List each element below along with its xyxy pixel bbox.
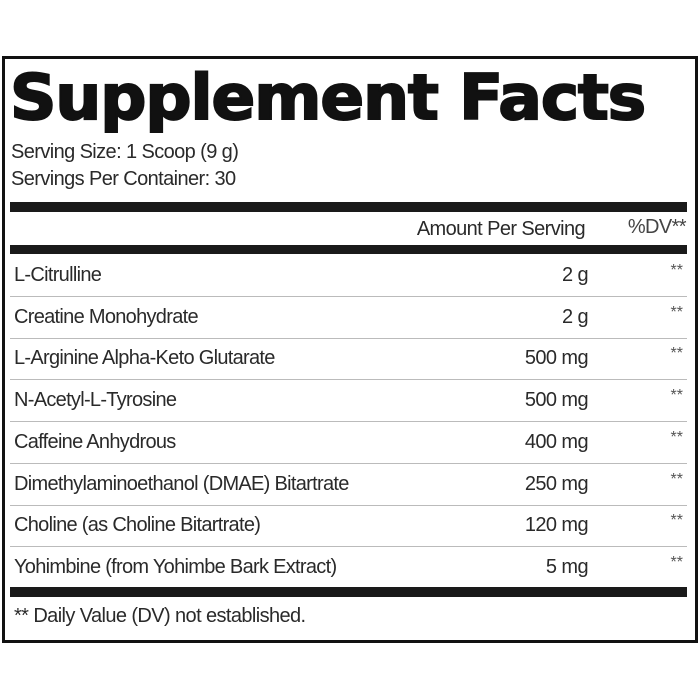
- divider-thick: [10, 202, 687, 212]
- panel-title: Supplement Facts: [9, 61, 647, 134]
- ingredient-row: Creatine Monohydrate 2 g **: [10, 296, 687, 339]
- ingredient-amount: 250 mg: [524, 472, 589, 495]
- ingredient-row: L-Arginine Alpha-Keto Glutarate 500 mg **: [10, 337, 687, 381]
- ingredient-dv: **: [670, 262, 683, 279]
- serving-size: Serving Size: 1 Scoop (9 g): [11, 141, 239, 163]
- divider-thick: [10, 245, 687, 254]
- ingredient-name: L-Arginine Alpha-Keto Glutarate: [14, 347, 275, 370]
- ingredient-name: N-Acetyl-L-Tyrosine: [14, 389, 177, 412]
- ingredient-row: Dimethylaminoethanol (DMAE) Bitartrate 25…: [10, 463, 687, 506]
- ingredient-row: Yohimbine (from Yohimbe Bark Extract) 5 m…: [10, 546, 687, 588]
- ingredient-amount: 5 mg: [545, 555, 589, 578]
- ingredient-amount: 2 g: [561, 305, 589, 328]
- ingredient-row: Choline (as Choline Bitartrate) 120 mg **: [10, 504, 687, 548]
- ingredient-name: L-Citrulline: [14, 264, 102, 286]
- servings-per-container: Servings Per Container: 30: [11, 168, 236, 190]
- ingredient-dv: **: [670, 512, 683, 530]
- dv-header: %DV**: [627, 216, 687, 238]
- ingredient-dv: **: [670, 303, 683, 321]
- divider-thick: [10, 587, 687, 597]
- ingredient-dv: **: [670, 553, 683, 571]
- ingredient-name: Caffeine Anhydrous: [14, 430, 176, 453]
- ingredient-name: Choline (as Choline Bitartrate): [14, 514, 261, 537]
- ingredient-row: Caffeine Anhydrous 400 mg **: [10, 421, 687, 464]
- ingredient-row: L-Citrulline 2 g **: [10, 254, 687, 297]
- ingredient-name: Yohimbine (from Yohimbe Bark Extract): [14, 555, 337, 578]
- ingredient-dv: **: [670, 345, 683, 363]
- supplement-facts-panel: [2, 56, 698, 643]
- ingredient-amount: 500 mg: [524, 347, 589, 370]
- ingredient-amount: 120 mg: [524, 514, 589, 537]
- ingredient-row: N-Acetyl-L-Tyrosine 500 mg **: [10, 379, 687, 423]
- ingredient-amount: 400 mg: [524, 430, 589, 453]
- ingredient-dv: **: [670, 428, 683, 446]
- ingredient-dv: **: [670, 387, 683, 405]
- amount-per-serving-header: Amount Per Serving: [416, 218, 586, 240]
- ingredient-name: Dimethylaminoethanol (DMAE) Bitartrate: [14, 472, 349, 495]
- ingredient-dv: **: [670, 470, 683, 488]
- footnote: ** Daily Value (DV) not established.: [14, 605, 306, 627]
- ingredient-amount: 500 mg: [524, 389, 589, 412]
- ingredient-name: Creatine Monohydrate: [14, 305, 199, 328]
- ingredient-amount: 2 g: [561, 264, 589, 286]
